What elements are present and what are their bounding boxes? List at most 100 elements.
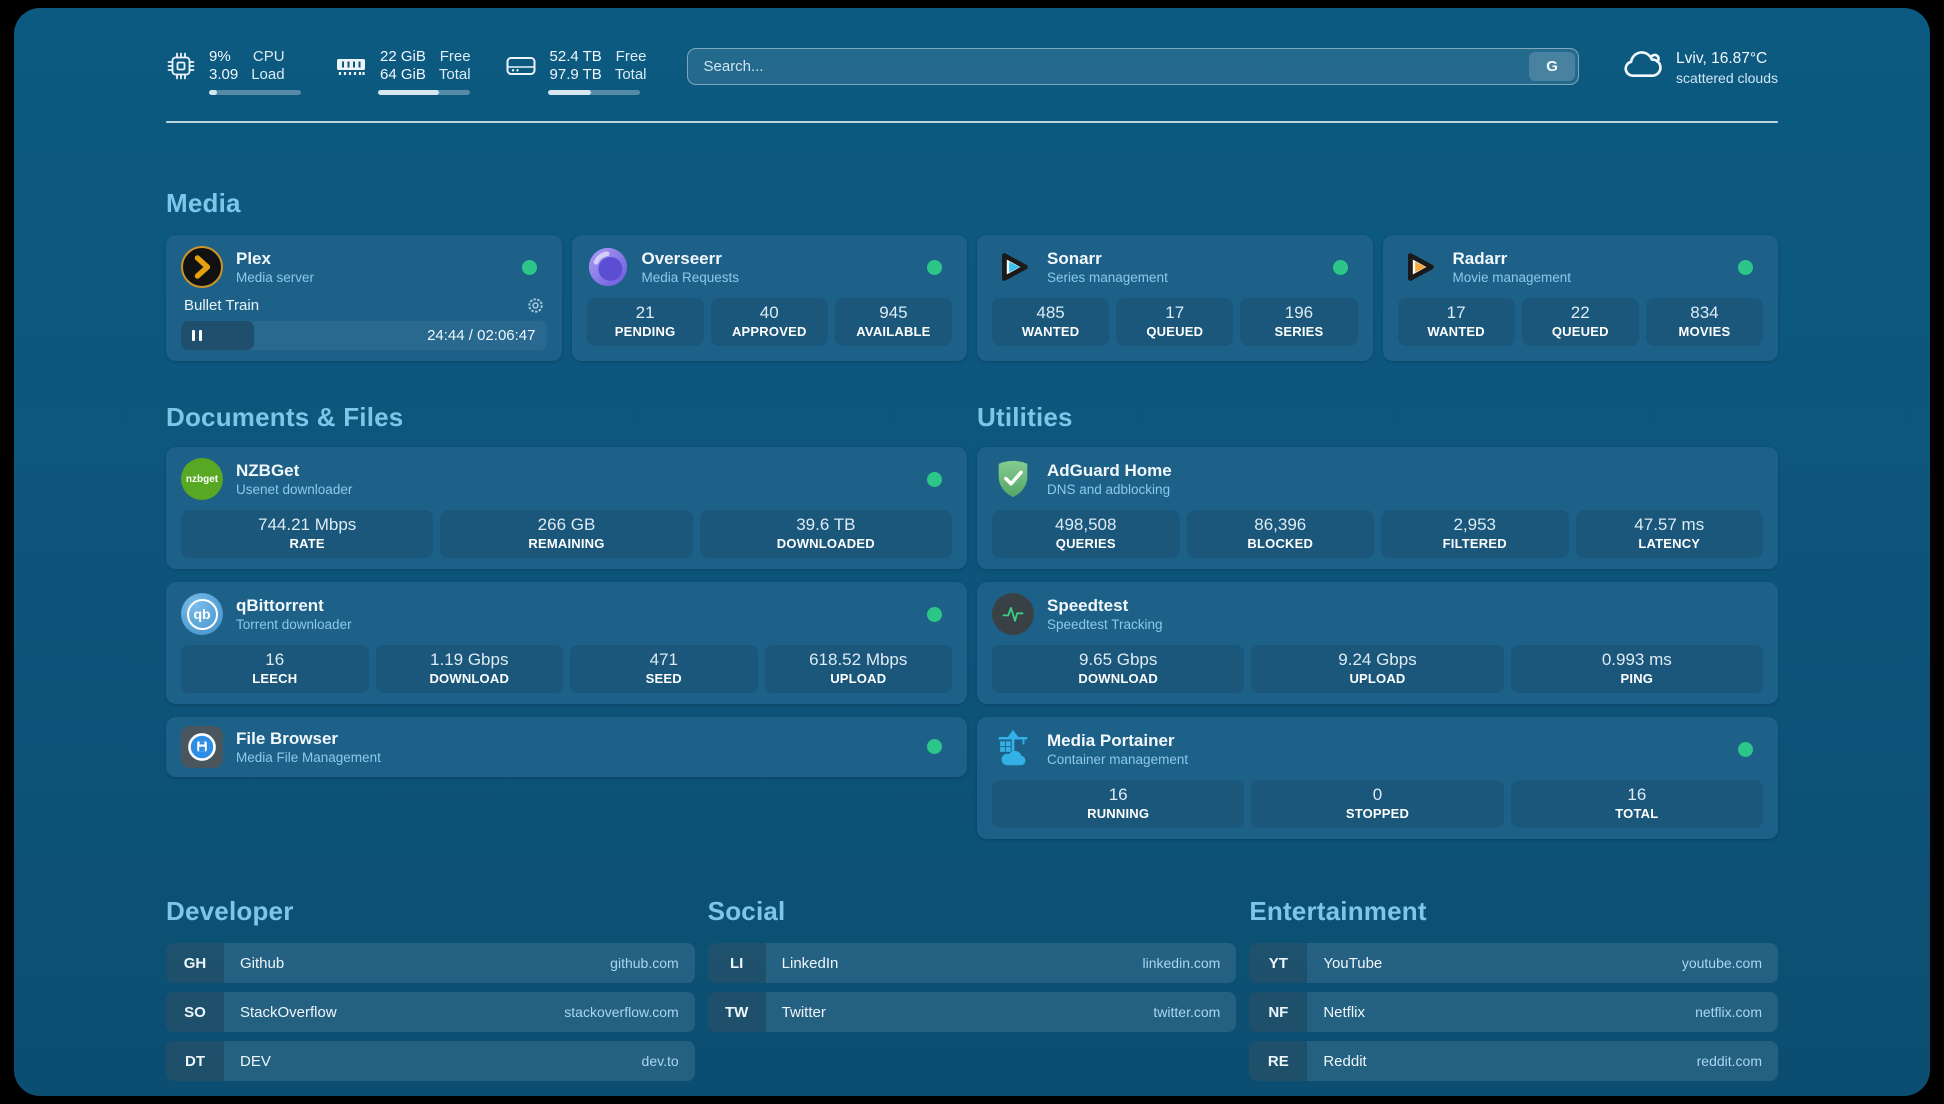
card-adguard[interactable]: AdGuard Home DNS and adblocking 498,508 … <box>977 447 1778 569</box>
card-plex[interactable]: Plex Media server Bullet Train <box>166 235 562 361</box>
section-title-media: Media <box>166 188 241 218</box>
disk-icon <box>505 54 537 78</box>
section-title-developer: Developer <box>166 896 294 926</box>
utilities-column: Utilities <box>977 401 1778 839</box>
stat-tile: 47.57 ms LATENCY <box>1575 510 1763 558</box>
app-description: Speedtest Tracking <box>1047 617 1163 632</box>
cpu-load-value: 3.09 <box>209 66 239 83</box>
stat-tile: 40 APPROVED <box>710 298 828 346</box>
cpu-progress-bar <box>209 90 301 95</box>
search-input[interactable] <box>701 57 1521 76</box>
online-status-dot <box>927 472 942 487</box>
stat-tile: 834 MOVIES <box>1645 298 1764 346</box>
app-name: Media Portainer <box>1047 731 1175 750</box>
memory-progress-bar <box>378 90 470 95</box>
bookmarks-entertainment: Entertainment YT YouTube youtube.com NF … <box>1249 895 1778 1081</box>
app-name: Speedtest <box>1047 596 1129 615</box>
section-title-documents: Documents & Files <box>166 402 404 432</box>
plex-icon <box>181 246 223 288</box>
memory-free-value: 22 GiB <box>380 48 426 65</box>
app-description: Movie management <box>1452 270 1572 285</box>
card-nzbget[interactable]: nzbget NZBGet Usenet downloader 744.21 M… <box>166 447 967 569</box>
adguard-icon <box>992 458 1034 500</box>
top-bar: 9% 3.09 CPU Load <box>166 8 1778 95</box>
portainer-icon <box>992 728 1034 770</box>
stat-tile: 9.65 Gbps DOWNLOAD <box>992 645 1245 693</box>
app-description: DNS and adblocking <box>1047 482 1171 497</box>
pause-icon[interactable] <box>192 330 202 341</box>
stat-tile: 2,953 FILTERED <box>1381 510 1569 558</box>
topbar-divider <box>166 121 1778 123</box>
section-title-entertainment: Entertainment <box>1249 896 1427 926</box>
dashboard: 9% 3.09 CPU Load <box>14 8 1930 1096</box>
bookmark-stackoverflow[interactable]: SO StackOverflow stackoverflow.com <box>166 992 695 1032</box>
app-description: Media Requests <box>641 270 740 285</box>
search-engine-button[interactable]: G <box>1529 52 1576 81</box>
stat-tile: 1.19 Gbps DOWNLOAD <box>375 645 563 693</box>
app-name: Radarr <box>1452 249 1508 268</box>
bookmark-netflix[interactable]: NF Netflix netflix.com <box>1249 992 1778 1032</box>
card-radarr[interactable]: Radarr Movie management 17 WANTED 22 QUE… <box>1382 235 1778 361</box>
stat-tile: 485 WANTED <box>992 298 1110 346</box>
app-name: Overseerr <box>641 249 722 268</box>
weather-widget: Lviv, 16.87°C scattered clouds <box>1621 49 1778 87</box>
bookmark-reddit[interactable]: RE Reddit reddit.com <box>1249 1041 1778 1081</box>
card-qbittorrent[interactable]: qb qBittorrent Torrent downloader 16 <box>166 582 967 704</box>
stat-tile: 266 GB REMAINING <box>440 510 693 558</box>
bookmark-linkedin[interactable]: LI LinkedIn linkedin.com <box>707 943 1237 983</box>
card-filebrowser[interactable]: File Browser Media File Management <box>166 717 967 777</box>
card-sonarr[interactable]: Sonarr Series management 485 WANTED 17 Q… <box>977 235 1373 361</box>
stat-tile: 9.24 Gbps UPLOAD <box>1251 645 1504 693</box>
weather-condition: scattered clouds <box>1676 70 1778 86</box>
plex-now-playing: Bullet Train 24:44 / 02:06:47 <box>181 294 547 350</box>
playback-time: 24:44 / 02:06:47 <box>427 327 536 344</box>
stat-tile: 39.6 TB DOWNLOADED <box>699 510 952 558</box>
stat-tile: 0 STOPPED <box>1251 780 1504 828</box>
online-status-dot <box>1738 260 1753 275</box>
stat-tile: 16 RUNNING <box>992 780 1245 828</box>
playback-seek-bar[interactable]: 24:44 / 02:06:47 <box>181 321 547 350</box>
stat-tile: 86,396 BLOCKED <box>1186 510 1374 558</box>
cpu-load-label: Load <box>251 66 285 83</box>
card-portainer[interactable]: Media Portainer Container management 16 … <box>977 717 1778 839</box>
bookmark-twitter[interactable]: TW Twitter twitter.com <box>707 992 1237 1032</box>
card-overseerr[interactable]: Overseerr Media Requests 21 PENDING 40 A… <box>571 235 967 361</box>
stat-tile: 17 WANTED <box>1397 298 1515 346</box>
memory-widget: 22 GiB 64 GiB Free Total <box>335 48 471 95</box>
storage-progress-bar <box>547 90 640 95</box>
storage-total-value: 97.9 TB <box>549 66 602 83</box>
section-title-social: Social <box>707 896 786 926</box>
memory-free-label: Free <box>439 48 471 65</box>
card-speedtest[interactable]: Speedtest Speedtest Tracking 9.65 Gbps D… <box>977 582 1778 704</box>
stat-tile: 618.52 Mbps UPLOAD <box>764 645 952 693</box>
bookmarks-developer: Developer GH Github github.com SO StackO… <box>166 895 695 1081</box>
stat-tile: 22 QUEUED <box>1521 298 1639 346</box>
system-stats: 9% 3.09 CPU Load <box>166 48 647 95</box>
bookmark-dev[interactable]: DT DEV dev.to <box>166 1041 695 1081</box>
stat-tile: 16 LEECH <box>181 645 369 693</box>
qbittorrent-icon: qb <box>181 593 223 635</box>
app-description: Usenet downloader <box>236 482 353 497</box>
memory-total-label: Total <box>438 66 471 83</box>
online-status-dot <box>521 260 537 275</box>
online-status-dot <box>1332 260 1348 275</box>
stat-tile: 945 AVAILABLE <box>834 298 953 346</box>
search-bar[interactable]: G <box>686 48 1580 85</box>
bookmark-youtube[interactable]: YT YouTube youtube.com <box>1249 943 1778 983</box>
bookmark-github[interactable]: GH Github github.com <box>166 943 695 983</box>
online-status-dot <box>927 607 942 622</box>
app-name: Sonarr <box>1047 249 1102 268</box>
gear-icon[interactable] <box>527 297 544 314</box>
storage-widget: 52.4 TB 97.9 TB Free Total <box>505 48 647 95</box>
app-name: NZBGet <box>236 461 300 480</box>
cpu-widget: 9% 3.09 CPU Load <box>166 48 301 95</box>
section-title-utilities: Utilities <box>977 402 1073 432</box>
cpu-label: CPU <box>252 48 285 65</box>
stat-tile: 17 QUEUED <box>1116 298 1234 346</box>
speedtest-icon <box>992 593 1034 635</box>
app-name: qBittorrent <box>236 596 324 615</box>
app-name: Plex <box>236 249 271 268</box>
memory-total-value: 64 GiB <box>380 66 426 83</box>
cpu-percent: 9% <box>209 48 231 65</box>
overseerr-icon <box>587 246 629 288</box>
